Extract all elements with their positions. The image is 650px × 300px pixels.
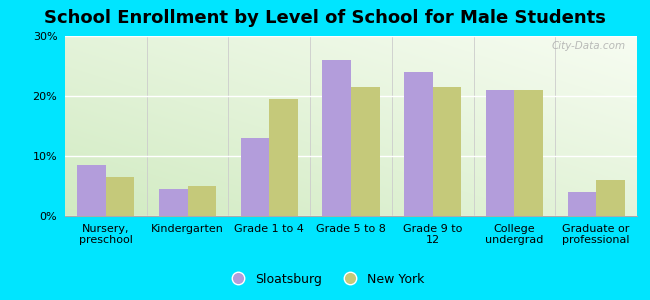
Bar [106,177,135,216]
Text: City-Data.com: City-Data.com [551,41,625,51]
Bar [269,99,298,216]
Bar [240,138,269,216]
Bar [351,87,380,216]
Bar [322,60,351,216]
Legend: Sloatsburg, New York: Sloatsburg, New York [220,268,430,291]
Bar [159,189,188,216]
Text: School Enrollment by Level of School for Male Students: School Enrollment by Level of School for… [44,9,606,27]
Bar [596,180,625,216]
Bar [486,90,514,216]
Bar [404,72,433,216]
Bar [514,90,543,216]
Bar [77,165,106,216]
Bar [567,192,596,216]
Bar [188,186,216,216]
Bar [433,87,462,216]
